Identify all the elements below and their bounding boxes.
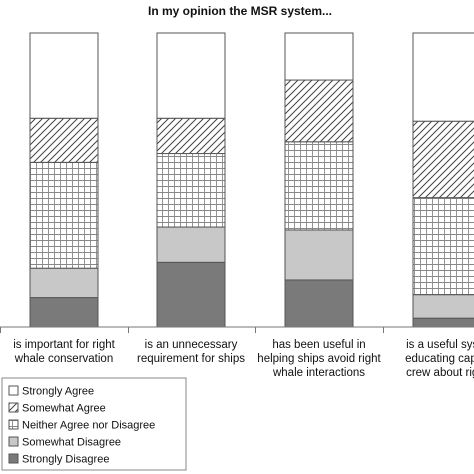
bar-segment-strongly-disagree-2 xyxy=(156,261,226,328)
legend-label-strongly-agree: Strongly Agree xyxy=(22,386,94,398)
legend-label-somewhat-agree: Somewhat Agree xyxy=(22,403,106,415)
bar-segment-somewhat-agree-3 xyxy=(284,79,354,143)
bar-segment-strongly-agree-3 xyxy=(284,32,354,81)
legend-label-neither-agree-nor-disagree: Neither Agree nor Disagree xyxy=(22,420,155,432)
bar-segment-somewhat-disagree-4 xyxy=(412,294,474,319)
bar-segment-strongly-disagree-1 xyxy=(29,297,99,328)
bar-segment-strongly-agree-4 xyxy=(412,32,474,122)
bar-segment-somewhat-agree-4 xyxy=(412,120,474,199)
bar-segment-neither-agree-nor-disagree-3 xyxy=(284,141,354,231)
bar-segment-somewhat-disagree-1 xyxy=(29,267,99,299)
legend-swatch-neither-agree-nor-disagree xyxy=(8,419,19,430)
legend-swatch-strongly-agree xyxy=(8,385,19,396)
bar-segment-strongly-disagree-3 xyxy=(284,279,354,328)
legend-swatch-somewhat-disagree xyxy=(8,436,19,447)
x-tick-label-3: has been useful in helping ships avoid ri… xyxy=(257,339,381,379)
bar-segment-somewhat-disagree-2 xyxy=(156,226,226,263)
bar-segment-neither-agree-nor-disagree-2 xyxy=(156,153,226,228)
legend-box xyxy=(1,377,187,471)
bar-segment-somewhat-agree-1 xyxy=(29,117,99,163)
legend-label-somewhat-disagree: Somewhat Disagree xyxy=(22,437,121,449)
bar-segment-strongly-agree-2 xyxy=(156,32,226,119)
bar-segment-somewhat-agree-2 xyxy=(156,117,226,155)
chart-title: In my opinion the MSR system... xyxy=(148,4,332,18)
legend-label-strongly-disagree: Strongly Disagree xyxy=(22,454,109,466)
x-labels-group: is important for right whale conservation… xyxy=(13,339,474,379)
bar-segment-strongly-disagree-4 xyxy=(412,317,474,328)
bar-segment-neither-agree-nor-disagree-4 xyxy=(412,197,474,296)
bar-segment-somewhat-disagree-3 xyxy=(284,229,354,281)
legend-swatch-strongly-disagree xyxy=(8,453,19,464)
legend: Strongly Agree Somewhat Agree Neither Agre… xyxy=(1,377,187,471)
bar-segment-strongly-agree-1 xyxy=(29,32,99,119)
x-ticks-group xyxy=(0,327,384,333)
x-tick-label-2: is an unnecessary requirement for ships xyxy=(137,339,245,365)
x-tick-label-4: is a useful systeeducating captaicrew ab… xyxy=(405,339,474,379)
legend-swatch-somewhat-agree xyxy=(8,402,19,413)
bar-segment-neither-agree-nor-disagree-1 xyxy=(29,161,99,269)
bars-group xyxy=(29,32,474,328)
x-tick-label-1: is important for right whale conservation xyxy=(13,339,115,365)
